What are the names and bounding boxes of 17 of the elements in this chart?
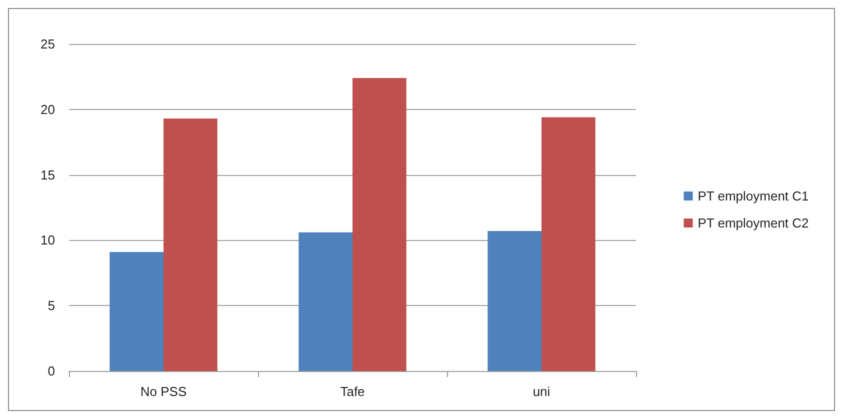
y-tick-label: 10 [40,232,55,248]
bar [488,231,542,371]
y-tick-label: 0 [48,364,55,378]
y-tick-label: 20 [40,102,55,117]
x-tick-label: No PSS [140,384,187,399]
bar [542,117,596,371]
y-tick-label: 25 [40,36,55,52]
bar [164,118,218,371]
x-tick-label: Tafe [340,384,365,399]
legend-label: PT employment C1 [698,188,809,204]
x-tick-label: uni [532,384,550,399]
bar [110,252,164,371]
bar [352,78,406,371]
y-tick-label: 15 [40,167,55,182]
legend-label: PT employment C2 [698,216,809,230]
y-tick-label: 5 [48,298,55,314]
bar [298,232,352,371]
